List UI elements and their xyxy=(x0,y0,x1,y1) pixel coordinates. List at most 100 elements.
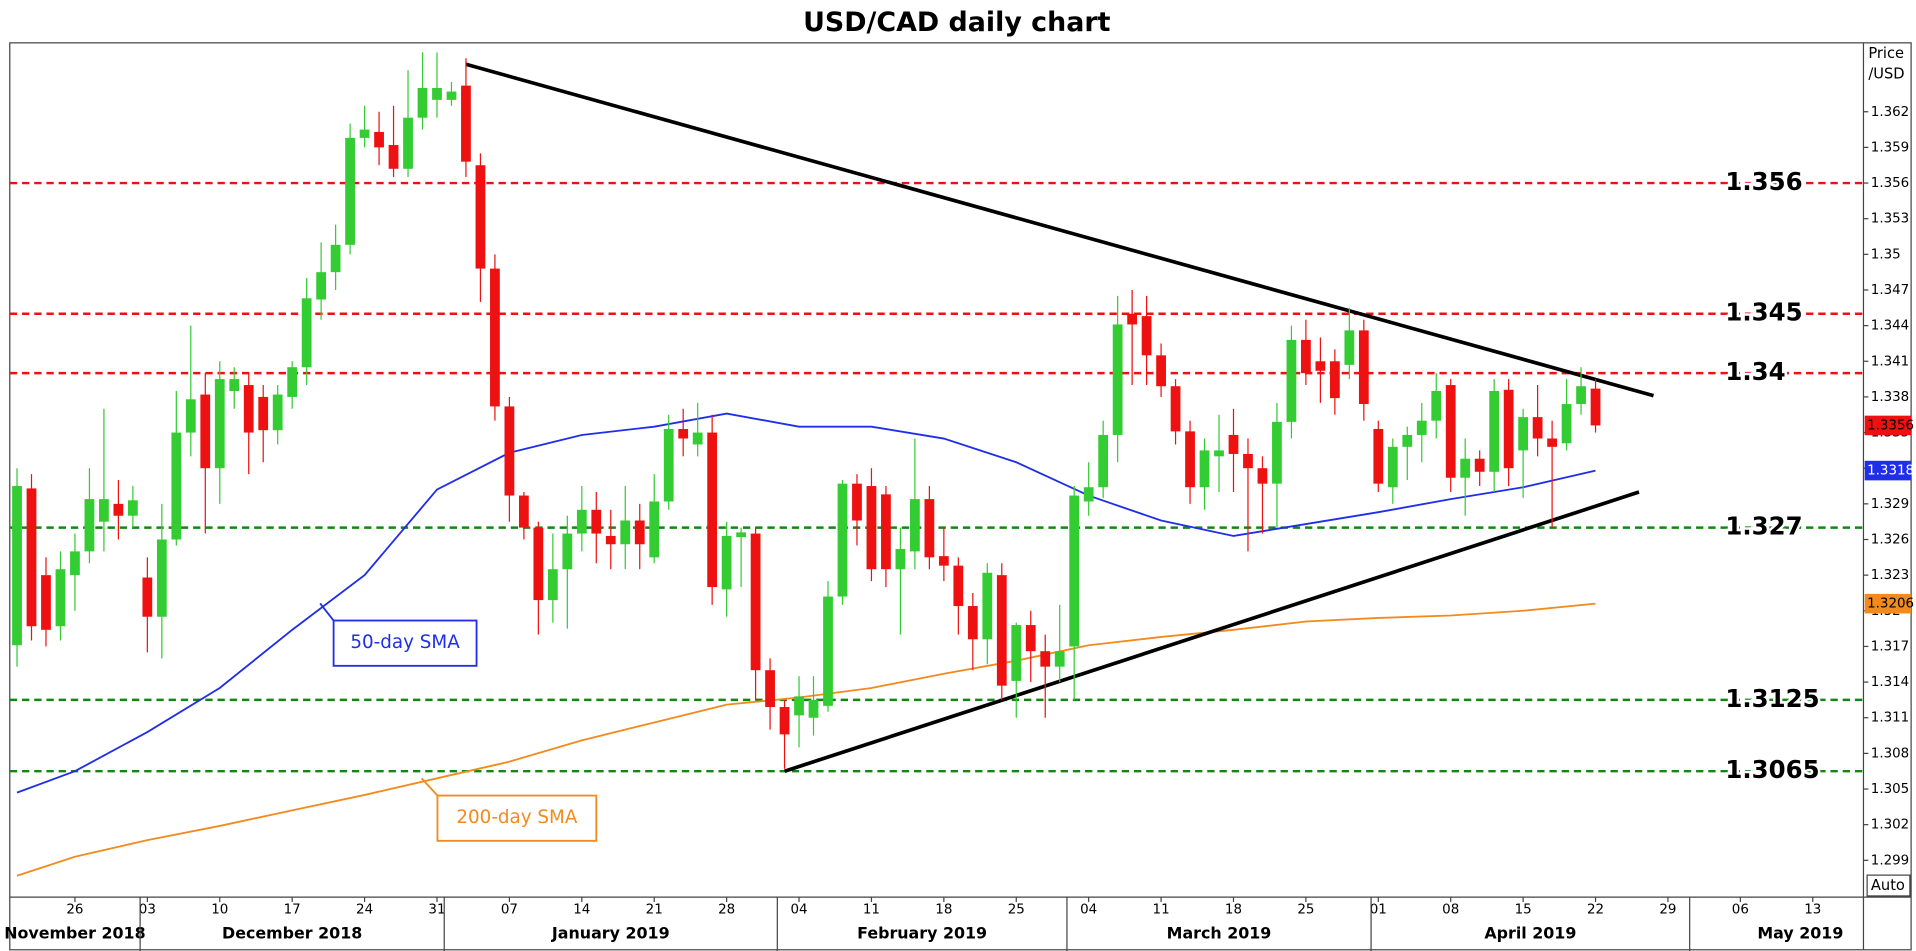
candle-body xyxy=(1489,390,1500,472)
x-tick-label: 04 xyxy=(790,902,807,917)
candle-body xyxy=(374,131,384,148)
candle-body xyxy=(967,606,978,640)
candle-body xyxy=(1112,324,1123,435)
last-value-box xyxy=(1864,415,1912,436)
candle-body xyxy=(736,532,746,538)
candle-body xyxy=(1590,388,1601,426)
candle-body xyxy=(504,406,515,496)
candle-body xyxy=(663,428,674,502)
candle-body xyxy=(1301,339,1311,374)
y-tick-label: 1.362 xyxy=(1871,105,1909,120)
y-tick-label: 1.317 xyxy=(1871,639,1909,654)
candle-body xyxy=(1387,446,1398,488)
candle-body xyxy=(330,244,341,273)
x-tick-label: 01 xyxy=(1370,902,1387,917)
candle-body xyxy=(461,85,471,162)
x-tick-label: 11 xyxy=(1153,902,1170,917)
candle-body xyxy=(475,165,486,269)
last-value-box xyxy=(1864,593,1912,614)
candle-body xyxy=(432,87,442,100)
candle-body xyxy=(1083,487,1094,502)
candle-body xyxy=(99,499,109,522)
candle-body xyxy=(1576,386,1586,405)
candle-body xyxy=(301,298,312,368)
candle-body xyxy=(287,367,298,397)
candle-body xyxy=(837,483,848,597)
candle-body xyxy=(1358,330,1369,405)
candle-body xyxy=(678,428,689,439)
candle-body xyxy=(84,499,95,552)
candle-body xyxy=(924,499,935,558)
y-tick-label: 1.338 xyxy=(1871,390,1909,405)
candle-body xyxy=(388,145,399,169)
candle-body xyxy=(823,596,833,706)
candle-body xyxy=(605,535,616,545)
candle-body xyxy=(982,572,993,640)
y-tick-label: 1.35 xyxy=(1871,247,1901,262)
candle-body xyxy=(41,575,51,630)
x-tick-label: 26 xyxy=(66,902,83,917)
y-axis-label: Price xyxy=(1868,45,1904,62)
level-label: 1.3065 xyxy=(1725,755,1819,784)
candle-body xyxy=(70,551,80,576)
candle-body xyxy=(1474,458,1485,472)
month-label: March 2019 xyxy=(1167,923,1272,942)
chart-title: USD/CAD daily chart xyxy=(803,7,1111,38)
candle-body xyxy=(1069,495,1080,647)
candle-body xyxy=(692,432,703,445)
candle-body xyxy=(1025,625,1036,652)
y-tick-label: 1.359 xyxy=(1871,140,1909,155)
annotation-box xyxy=(436,794,598,842)
level-label: 1.3125 xyxy=(1725,684,1819,713)
candle-body xyxy=(26,488,37,627)
candle-body xyxy=(12,486,22,646)
x-tick-label: 18 xyxy=(1225,902,1242,917)
candle-body xyxy=(953,565,964,607)
candle-body xyxy=(1402,434,1413,447)
candle-body xyxy=(1518,417,1529,451)
candle-body xyxy=(1286,339,1297,422)
candle-body xyxy=(258,396,269,431)
candle-body xyxy=(1445,385,1456,478)
candle-body xyxy=(1257,468,1268,484)
y-tick-label: 1.356 xyxy=(1871,176,1909,191)
candle-body xyxy=(417,87,428,118)
candle-body xyxy=(1272,421,1282,484)
auto-box xyxy=(1866,874,1911,897)
candle-body xyxy=(1503,389,1514,469)
y-tick-label: 1.323 xyxy=(1871,568,1909,583)
level-label: 1.327 xyxy=(1725,512,1802,541)
auto-label: Auto xyxy=(1871,877,1905,894)
y-axis-label: /USD xyxy=(1868,66,1904,83)
month-label: February 2019 xyxy=(857,923,987,942)
annotation-connector xyxy=(319,602,335,622)
candle-body xyxy=(171,432,182,540)
candle-body xyxy=(1547,438,1557,447)
candle-body xyxy=(156,539,167,617)
y-tick-label: 1.353 xyxy=(1871,212,1909,227)
candle-body xyxy=(1098,434,1109,488)
candle-body xyxy=(634,520,645,545)
x-tick-label: 07 xyxy=(501,902,518,917)
x-tick-label: 21 xyxy=(646,902,663,917)
annotation-box xyxy=(332,619,478,667)
x-tick-label: 18 xyxy=(935,902,952,917)
candle-body xyxy=(750,533,761,671)
x-tick-label: 28 xyxy=(718,902,735,917)
candle-body xyxy=(1460,458,1471,478)
candle-body xyxy=(866,486,877,570)
annotation-connector xyxy=(420,777,439,797)
candle-body xyxy=(721,535,732,590)
candle-body xyxy=(562,533,573,570)
candle-body xyxy=(446,91,457,100)
x-tick-label: 22 xyxy=(1587,902,1604,917)
candle-body xyxy=(1170,386,1181,432)
candle-body xyxy=(272,394,283,431)
month-label: April 2019 xyxy=(1484,923,1576,942)
candle-body xyxy=(200,394,211,469)
x-tick-label: 25 xyxy=(1008,902,1025,917)
candle-body xyxy=(1431,390,1442,421)
month-label: January 2019 xyxy=(551,923,670,942)
